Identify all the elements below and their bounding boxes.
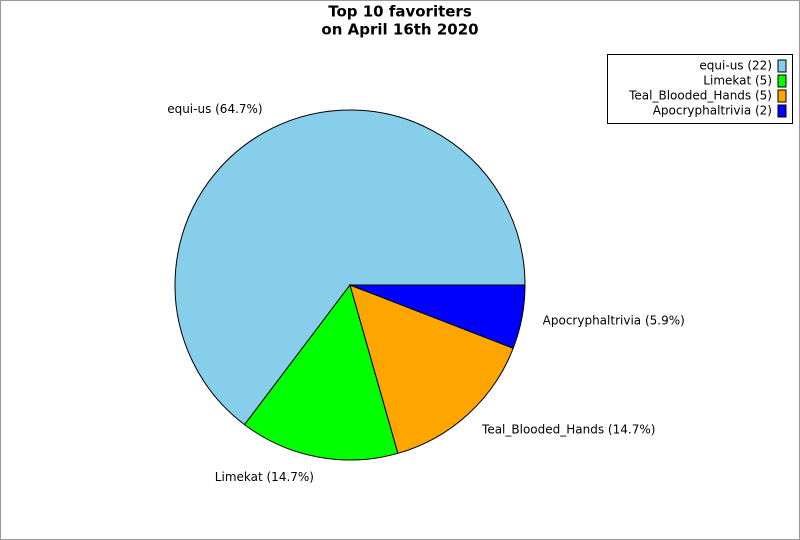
legend-box — [607, 54, 793, 124]
legend-swatch — [777, 59, 787, 73]
legend-label: Apocryphaltrivia (2) — [653, 104, 772, 118]
legend-swatch — [777, 74, 787, 88]
pie-slice — [349, 284, 514, 454]
slice-label: Teal_Blooded_Hands (14.7%) — [481, 422, 655, 436]
pie-slice — [243, 283, 399, 461]
pie-slice — [349, 284, 526, 349]
legend-swatch — [777, 89, 787, 103]
pie-slice — [174, 109, 526, 426]
slice-label: equi-us (64.7%) — [167, 102, 262, 116]
slice-label: Limekat (14.7%) — [215, 470, 314, 484]
chart-title: on April 16th 2020 — [321, 21, 478, 39]
legend-label: Limekat (5) — [703, 74, 772, 88]
legend-label: equi-us (22) — [699, 59, 772, 73]
slice-label: Apocryphaltrivia (5.9%) — [543, 314, 685, 328]
chart-title: Top 10 favoriters — [328, 3, 472, 21]
legend-swatch — [777, 104, 787, 118]
legend-label: Teal_Blooded_Hands (5) — [628, 89, 772, 103]
